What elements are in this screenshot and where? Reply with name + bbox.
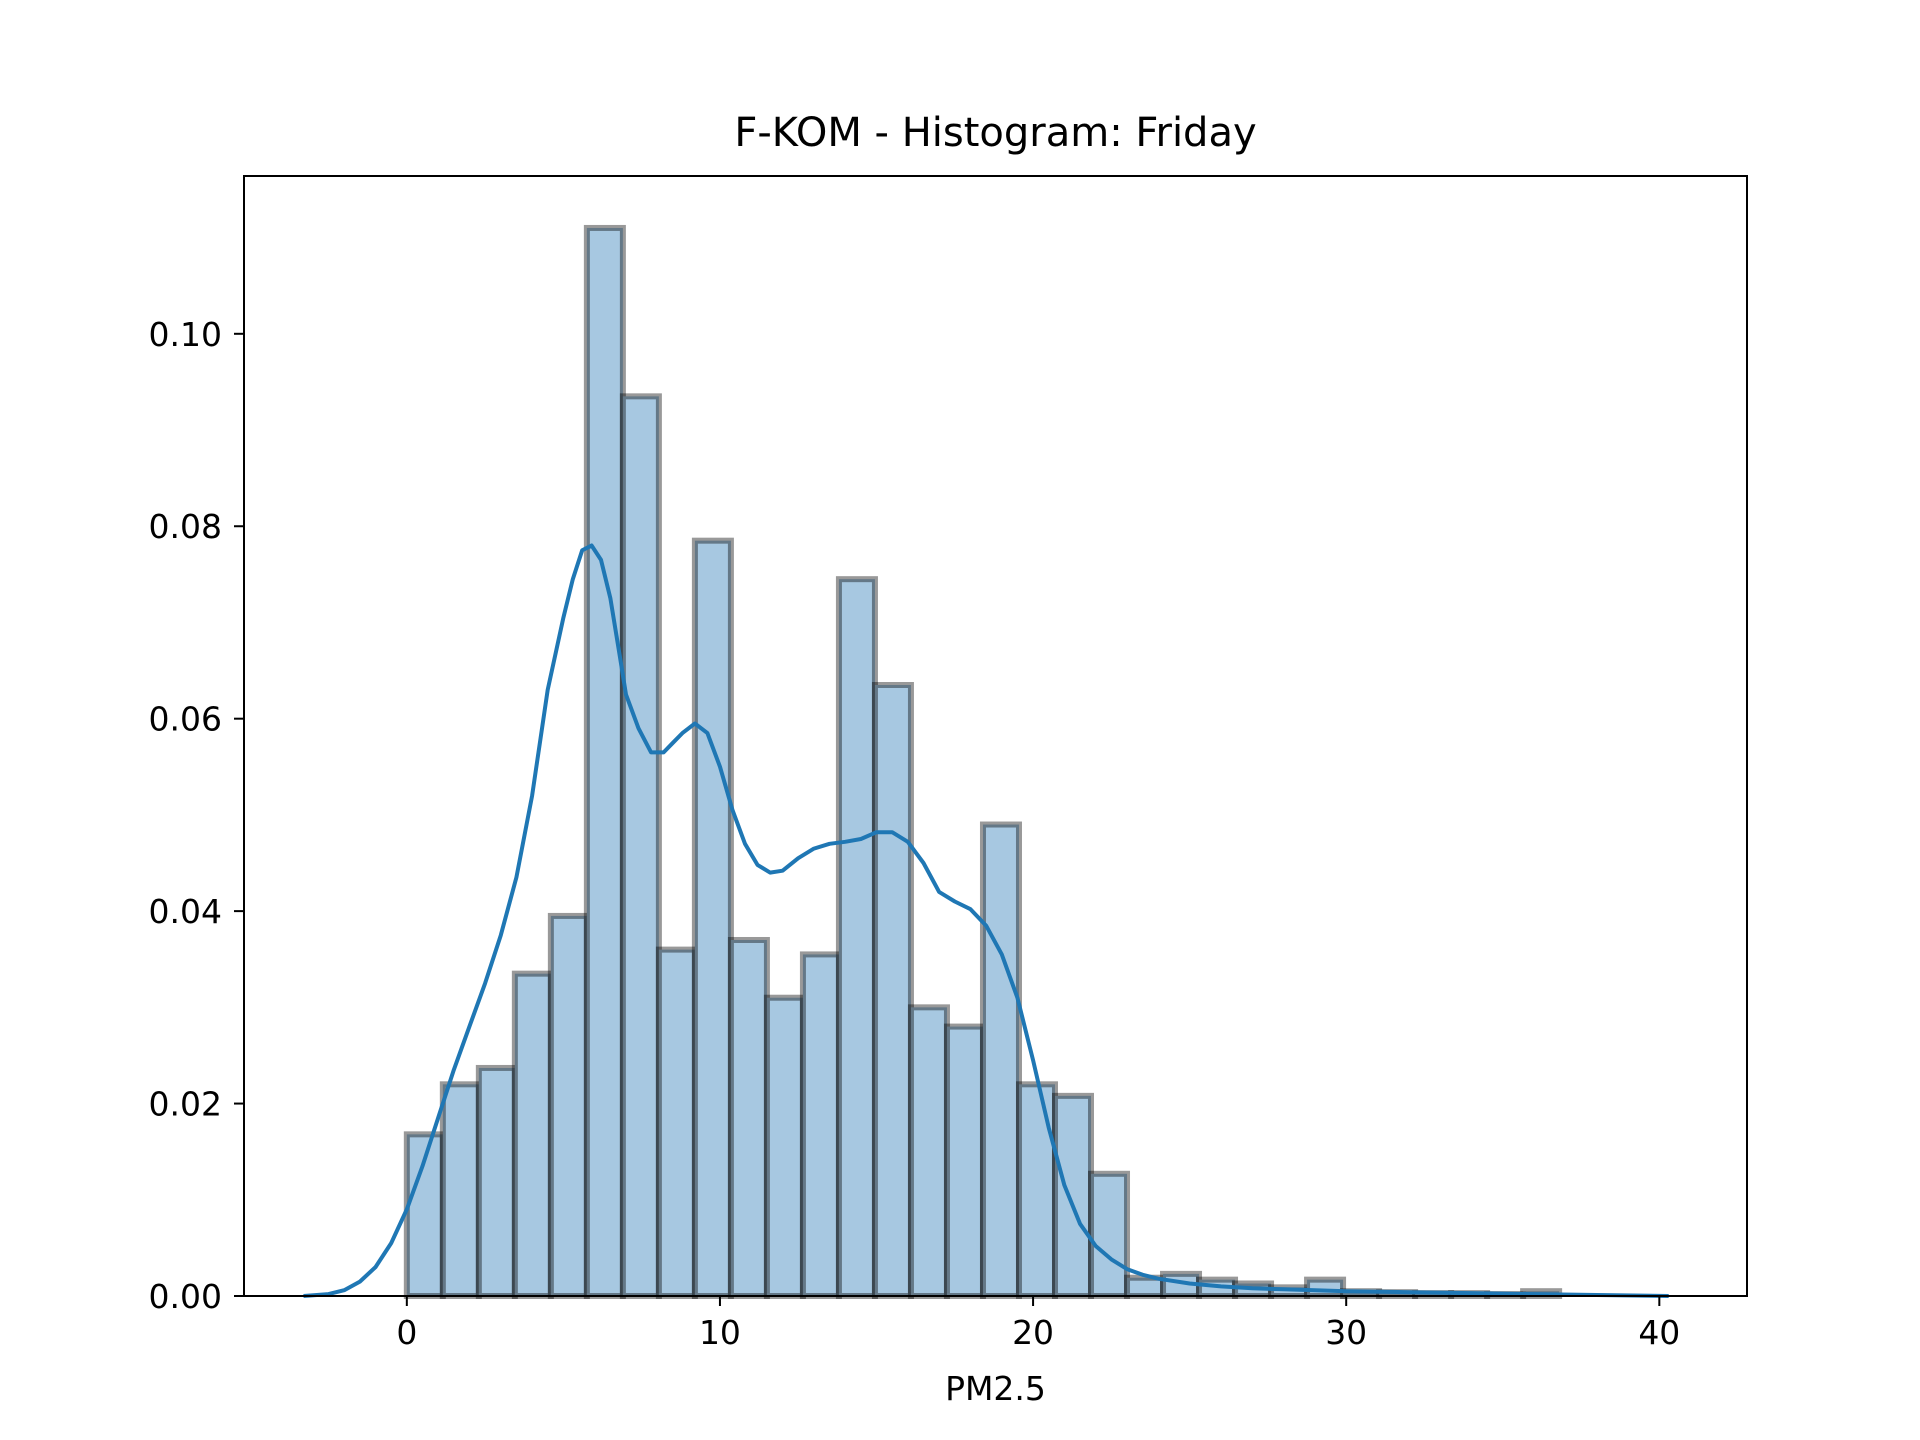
histogram-bar — [475, 1064, 518, 1299]
histogram-bar — [583, 224, 626, 1300]
histogram-bar — [619, 393, 662, 1299]
x-tick-label: 0 — [396, 1313, 417, 1352]
y-axis: 0.00 0.02 0.04 0.06 0.08 0.10 — [149, 315, 244, 1316]
histogram-bar — [1088, 1170, 1131, 1299]
histogram-bar — [907, 1004, 950, 1299]
histogram-bar — [1015, 1081, 1058, 1300]
histogram-bar — [547, 912, 590, 1299]
kde-line — [303, 543, 1669, 1298]
histogram-bar — [439, 1081, 482, 1300]
histogram-bars — [403, 224, 1563, 1300]
y-tick-label: 0.00 — [149, 1277, 222, 1316]
x-tick-label: 10 — [699, 1313, 741, 1352]
histogram-bar — [1051, 1092, 1095, 1299]
x-axis: 0 10 20 30 40 — [396, 1296, 1680, 1352]
x-axis-label: PM2.5 — [945, 1369, 1046, 1408]
x-tick-label: 30 — [1325, 1313, 1367, 1352]
histogram-bar — [691, 537, 734, 1299]
histogram-bar — [835, 576, 878, 1299]
kde-layer — [303, 543, 1669, 1298]
plot-frame — [243, 175, 1748, 1297]
histogram-bar — [799, 951, 842, 1299]
histogram-bar — [763, 994, 806, 1299]
histogram-bar — [979, 821, 1022, 1299]
y-tick-label: 0.04 — [149, 892, 222, 931]
histogram-bar — [943, 1023, 986, 1300]
chart-title: F-KOM - Histogram: Friday — [734, 110, 1256, 156]
histogram-bar — [1304, 1276, 1347, 1299]
histogram-bar — [727, 936, 770, 1299]
histogram-bar — [655, 946, 698, 1300]
y-tick-label: 0.06 — [149, 700, 222, 739]
y-tick-label: 0.10 — [149, 315, 222, 354]
histogram-bar — [871, 682, 914, 1299]
y-tick-label: 0.02 — [149, 1085, 222, 1124]
y-tick-label: 0.08 — [149, 507, 222, 546]
x-tick-label: 20 — [1012, 1313, 1054, 1352]
histogram-bar — [511, 970, 554, 1299]
x-tick-label: 40 — [1638, 1313, 1680, 1352]
